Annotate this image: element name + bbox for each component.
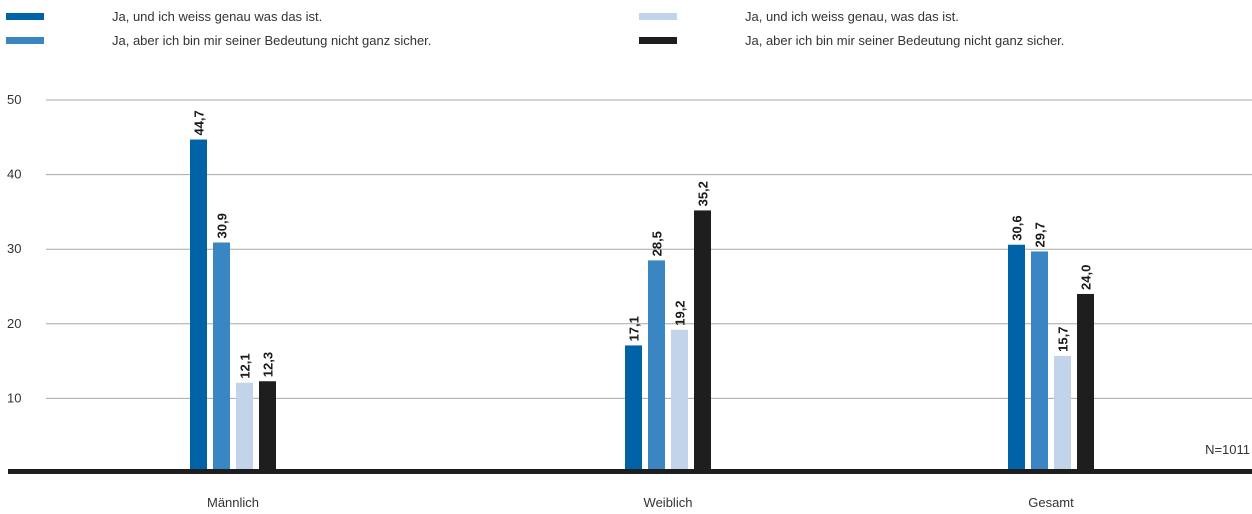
legend-swatch-2 [6, 37, 44, 44]
y-tick-label: 40 [7, 167, 21, 182]
legend-label-3: Ja, und ich weiss genau, was das ist. [745, 9, 959, 24]
legend-item-2: Ja, aber ich bin mir seiner Bedeutung ni… [6, 33, 431, 48]
bar-value-label: 12,3 [261, 352, 276, 377]
bar-value-label: 44,7 [192, 110, 207, 135]
x-axis: Männlich Weiblich Gesamt [8, 469, 1252, 510]
x-axis-baseline [8, 469, 1252, 474]
y-tick-label: 10 [7, 390, 21, 405]
bar [1031, 251, 1048, 473]
bar-value-label: 17,1 [627, 316, 642, 341]
bar [1054, 355, 1071, 473]
legend-swatch-3 [639, 13, 677, 20]
bars [190, 139, 1094, 473]
legend-label-1: Ja, und ich weiss genau was das ist. [112, 9, 323, 24]
bar-value-label: 24,0 [1079, 265, 1094, 290]
bar-value-label: 30,6 [1010, 215, 1025, 240]
x-category-label: Gesamt [1028, 495, 1074, 510]
bar-value-label: 12,1 [238, 353, 253, 378]
bar [648, 260, 665, 473]
bar [694, 210, 711, 473]
bar-value-label: 30,9 [215, 213, 230, 238]
legend-item-1: Ja, und ich weiss genau was das ist. [6, 9, 322, 24]
y-tick-label: 20 [7, 316, 21, 331]
bar [625, 345, 642, 473]
value-labels: 44,7 30,9 12,1 12,3 17,1 28,5 19,2 35,2 30,6 29,7… [192, 110, 1094, 379]
bar [259, 381, 276, 473]
bar [671, 329, 688, 473]
legend-item-4: Ja, aber ich bin mir seiner Bedeutung ni… [639, 33, 1064, 48]
legend-swatch-1 [6, 13, 44, 20]
bar [1008, 244, 1025, 473]
legend-item-3: Ja, und ich weiss genau, was das ist. [639, 9, 959, 24]
sample-size-note: N=1011 [1205, 442, 1250, 457]
y-tick-label: 50 [7, 92, 21, 107]
bar [236, 382, 253, 473]
bar [1077, 293, 1094, 473]
bar-value-label: 29,7 [1033, 222, 1048, 247]
bar-value-label: 15,7 [1056, 327, 1071, 352]
x-category-label: Männlich [207, 495, 259, 510]
legend-label-2: Ja, aber ich bin mir seiner Bedeutung ni… [112, 33, 432, 48]
bar [190, 139, 207, 473]
x-category-label: Weiblich [644, 495, 693, 510]
bar-value-label: 35,2 [696, 181, 711, 206]
bar-value-label: 28,5 [650, 231, 665, 256]
bar-value-label: 19,2 [673, 300, 688, 325]
bar [213, 242, 230, 473]
legend-swatch-4 [639, 37, 677, 44]
legend-label-4: Ja, aber ich bin mir seiner Bedeutung ni… [745, 33, 1065, 48]
chart-legend: Ja, und ich weiss genau was das ist. Ja,… [0, 0, 1252, 60]
y-tick-label: 30 [7, 241, 21, 256]
